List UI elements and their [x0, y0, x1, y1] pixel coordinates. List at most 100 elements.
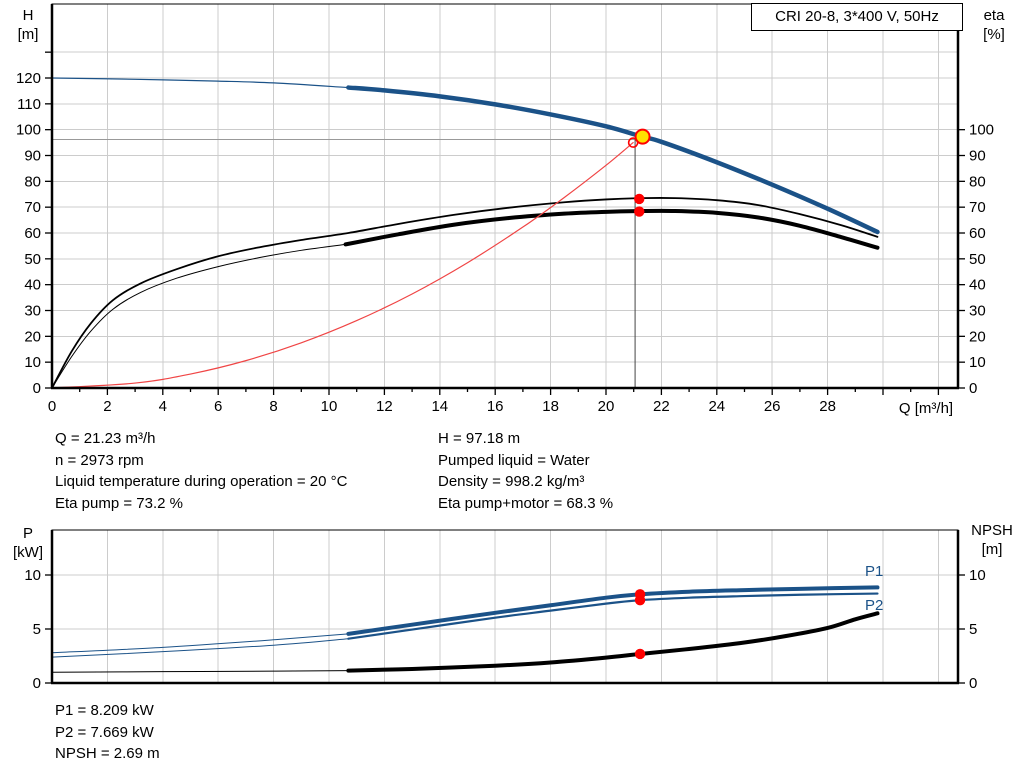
right-tick-label: 60 — [969, 225, 986, 242]
p2-curve — [347, 592, 879, 640]
readout-speed: n = 2973 rpm — [55, 451, 144, 469]
x-tick-label: 16 — [487, 398, 504, 415]
x-tick-label: 0 — [48, 398, 56, 415]
right-tick-label: 0 — [969, 380, 977, 397]
duty-readout-left: Q = 21.23 m³/h n = 2973 rpm Liquid tempe… — [55, 428, 347, 514]
head-axis-label-symbol: H — [22, 7, 34, 24]
duty-markers — [627, 128, 651, 217]
readout-temperature: Liquid temperature during operation = 20… — [55, 473, 348, 490]
p2-curve-thin — [51, 638, 349, 658]
eta-pump-motor-thin — [51, 243, 347, 389]
head-eta-chart: 0102030405060708090100110120010203040506… — [16, 3, 994, 415]
p1-curve-thin — [51, 633, 349, 654]
p1-curve-label: P1 — [865, 563, 884, 580]
eta-axis-label-symbol: eta — [983, 7, 1005, 24]
x-tick-label: 8 — [269, 398, 277, 415]
left-tick-label: 10 — [24, 354, 41, 371]
npsh-axis-label: NPSH [m] — [961, 521, 1023, 559]
right-tick-label: 50 — [969, 251, 986, 268]
x-tick-label: 6 — [214, 398, 222, 415]
duty-dot-marker — [634, 594, 646, 606]
left-tick-label: 120 — [16, 70, 41, 87]
left-tick-label: 100 — [16, 122, 41, 139]
gridlines — [52, 4, 958, 388]
x-tick-label: 14 — [431, 398, 448, 415]
left-tick-label: 30 — [24, 303, 41, 320]
duty-markers — [634, 589, 646, 660]
curves — [51, 585, 880, 673]
npsh-curve-thin — [51, 670, 349, 673]
left-tick-label: 50 — [24, 251, 41, 268]
readout-eta-pump: Eta pump = 73.2 % — [55, 494, 183, 512]
power-npsh-chart: 0 5 10 0 5 10 — [24, 529, 986, 692]
right-tick-label: 80 — [969, 173, 986, 190]
right-tick-label: 10 — [969, 567, 986, 584]
eta-axis-label-unit: [%] — [983, 26, 1005, 43]
power-axis-label: P [kW] — [5, 524, 51, 562]
eta-pump-curve — [51, 197, 879, 389]
left-tick-label: 0 — [33, 380, 41, 397]
head-axis-label-unit: [m] — [17, 26, 39, 43]
x-tick-label: 20 — [598, 398, 615, 415]
tick-labels: 0102030405060708090100110120010203040506… — [16, 70, 994, 415]
power-readout: P1 = 8.209 kW P2 = 7.669 kW NPSH = 2.69 … — [55, 700, 160, 765]
power-axis-label-symbol: P — [22, 525, 33, 542]
readout-liquid: Pumped liquid = Water — [438, 451, 590, 469]
left-tick-label: 20 — [24, 328, 41, 345]
readout-flow: Q = 21.23 m³/h — [55, 430, 156, 447]
tick-marks — [45, 574, 965, 684]
right-tick-label: 90 — [969, 148, 986, 165]
right-tick-label: 20 — [969, 328, 986, 345]
npsh-curve — [346, 611, 880, 673]
readout-npsh: NPSH = 2.69 m — [55, 745, 160, 762]
right-tick-label: 100 — [969, 122, 994, 139]
duty-dot-marker — [634, 648, 646, 660]
head-curve — [346, 85, 880, 235]
readout-p2: P2 = 7.669 kW — [55, 723, 154, 741]
right-tick-label: 40 — [969, 277, 986, 294]
x-tick-label: 26 — [764, 398, 781, 415]
readout-head: H = 97.18 m — [438, 430, 521, 447]
readout-density: Density = 998.2 kg/m³ — [438, 473, 585, 490]
eta-pump-motor-curve — [343, 208, 880, 250]
x-tick-label: 4 — [159, 398, 167, 415]
chart-title: CRI 20-8, 3*400 V, 50Hz — [751, 3, 963, 31]
x-tick-label: 24 — [708, 398, 725, 415]
x-tick-label: 22 — [653, 398, 670, 415]
tick-labels: 0 5 10 0 5 10 — [24, 567, 985, 692]
left-tick-label: 90 — [24, 148, 41, 165]
readout-p1: P1 = 8.209 kW — [55, 702, 154, 719]
left-tick-label: 70 — [24, 199, 41, 216]
left-tick-label: 10 — [24, 567, 41, 584]
head-axis-label: H [m] — [8, 6, 48, 44]
right-tick-label: 5 — [969, 621, 977, 638]
p1-curve — [346, 585, 880, 636]
power-axis-label-unit: [kW] — [13, 544, 43, 561]
system-curve — [51, 141, 634, 389]
eta-axis-label: eta [%] — [971, 6, 1017, 44]
x-tick-label: 18 — [542, 398, 559, 415]
tick-marks — [45, 51, 965, 395]
left-tick-label: 60 — [24, 225, 41, 242]
plot-border — [51, 529, 959, 684]
plot-border — [51, 3, 959, 389]
x-tick-label: 10 — [321, 398, 338, 415]
right-tick-label: 30 — [969, 303, 986, 320]
gridlines — [52, 530, 958, 683]
right-tick-label: 0 — [969, 675, 977, 692]
operating-point-marker[interactable] — [634, 128, 651, 145]
right-tick-label: 10 — [969, 354, 986, 371]
flow-axis-label: Q [m³/h] — [898, 400, 954, 417]
duty-dot-marker — [634, 193, 645, 205]
right-tick-label: 70 — [969, 199, 986, 216]
left-tick-label: 0 — [33, 675, 41, 692]
head-curve-thin — [51, 77, 349, 89]
left-tick-label: 110 — [17, 96, 41, 113]
x-tick-label: 2 — [103, 398, 111, 415]
left-tick-label: 40 — [24, 277, 41, 294]
npsh-axis-label-symbol: NPSH — [971, 522, 1013, 539]
duty-dot-marker — [634, 206, 645, 217]
